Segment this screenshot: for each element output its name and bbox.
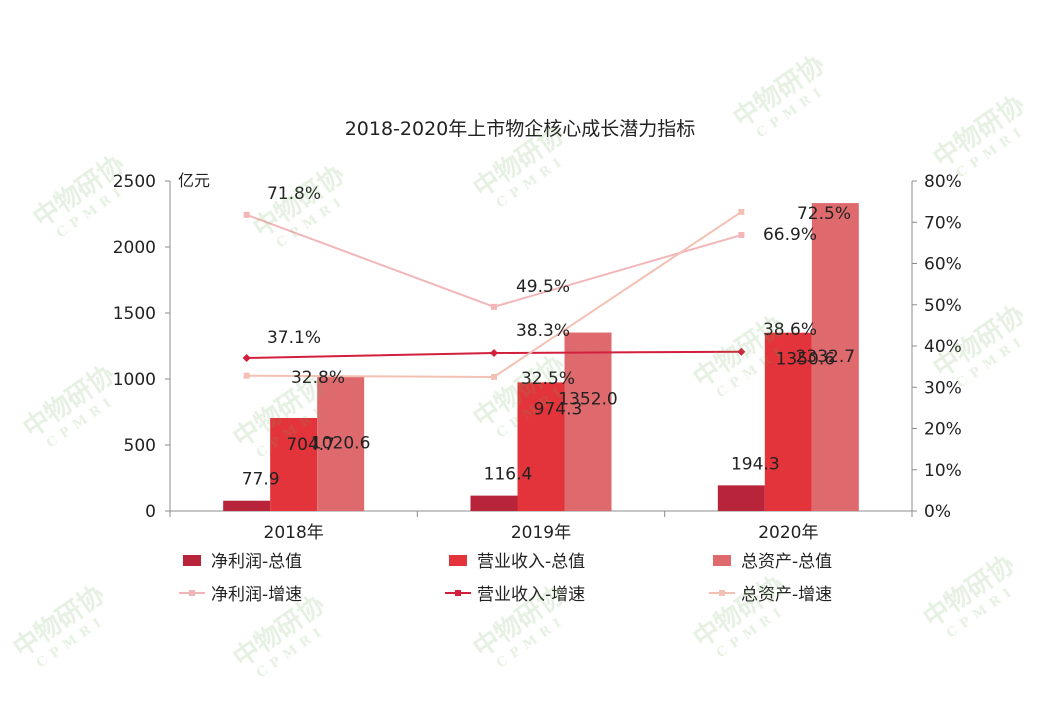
left-axis-unit: 亿元 [178,171,210,190]
right-axis-tick-label: 0% [924,502,951,522]
line-marker [738,208,745,215]
bar-data-label: 704.7 [286,435,335,455]
line-marker [738,232,745,239]
right-axis-tick-label: 80% [924,172,962,192]
bar-3 [811,203,859,511]
line-data-label: 66.9% [763,225,817,245]
right-axis-tick-label: 10% [924,461,962,481]
right-axis-tick-label: 20% [924,420,962,440]
line-data-label: 71.8% [267,184,321,204]
bar-2 [764,332,812,511]
bar-data-label: 2332.7 [796,347,855,367]
line-data-label: 49.5% [516,277,570,297]
legend-marker [189,590,195,596]
right-axis-tick-label: 70% [924,213,962,233]
x-axis-tick-label: 2018年 [264,523,324,543]
left-axis-tick-label: 2500 [113,172,156,192]
bar-3 [564,332,612,511]
bar-data-label: 116.4 [484,465,533,485]
left-axis-tick-label: 500 [124,436,156,456]
bar-data-label: 194.3 [731,454,780,474]
legend-label: 总资产-总值 [741,552,832,572]
line-marker [491,373,497,380]
line-marker [243,372,250,379]
legend-swatch [449,555,467,566]
right-axis-tick-label: 40% [924,337,962,357]
bar-1 [223,500,271,511]
x-axis-tick-label: 2019年 [511,523,571,543]
line-data-label: 72.5% [797,204,851,224]
legend-marker [719,590,725,596]
legend-swatch [183,555,201,566]
left-axis-tick-label: 1000 [113,370,156,390]
line-marker [491,303,497,310]
line-marker [490,349,498,358]
bar-data-label: 1350.6 [776,350,835,370]
legend-marker [455,590,461,596]
bar-data-label: 77.9 [242,470,280,490]
bar-2 [517,382,565,511]
line-data-label: 37.1% [267,328,321,348]
legend-label: 营业收入-总值 [477,552,585,572]
left-axis-tick-label: 0 [145,502,156,522]
line-data-label: 32.5% [521,369,575,389]
line-marker [737,347,746,356]
legend-swatch [713,555,731,566]
line-marker [243,211,250,218]
line-data-label: 38.3% [516,321,570,341]
x-axis-tick-label: 2020年 [758,523,818,543]
chart-title: 2018-2020年上市物企核心成长潜力指标 [345,118,696,140]
line-data-label: 38.6% [763,320,817,340]
right-axis-tick-label: 60% [924,255,962,275]
left-axis-tick-label: 2000 [113,238,156,258]
bar-data-label: 1352.0 [558,390,617,410]
legend-label: 营业收入-增速 [477,585,585,605]
right-axis-tick-label: 50% [924,296,962,316]
bar-data-label: 974.3 [534,399,583,419]
left-axis-tick-label: 1500 [113,304,156,324]
legend-label: 净利润-总值 [211,552,302,572]
bar-1 [717,485,765,511]
legend-label: 总资产-增速 [741,585,832,605]
line-marker [242,353,251,362]
bar-1 [470,495,518,511]
bar-3 [317,376,365,511]
bar-data-label: 1020.6 [311,433,370,453]
right-axis-tick-label: 30% [924,378,962,398]
bar-2 [270,417,318,511]
line-data-label: 32.8% [291,368,345,388]
legend-label: 净利润-增速 [211,585,302,605]
